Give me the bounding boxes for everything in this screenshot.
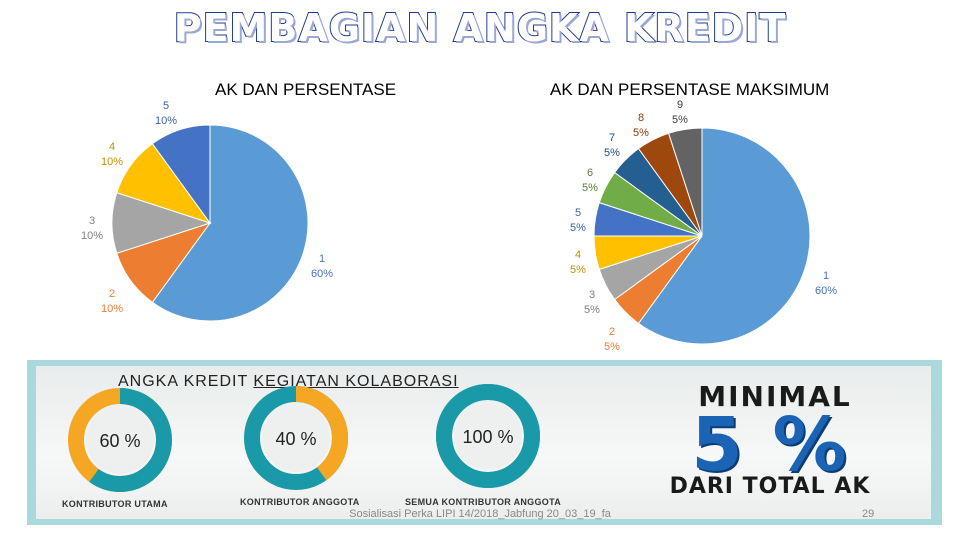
left-pie-label-category-1: 1 bbox=[319, 253, 325, 265]
left-pie-label-category-4: 4 bbox=[109, 141, 115, 153]
banner-heading-part2: KEGIATAN KOLABORASI bbox=[253, 373, 459, 390]
slide-footer: Sosialisasi Perka LIPI 14/2018_Jabfung 2… bbox=[349, 508, 611, 520]
left-pie-label-percent-1: 60% bbox=[311, 268, 333, 280]
right-pie-label-percent-6: 5% bbox=[582, 182, 598, 194]
right-pie-label-percent-5: 5% bbox=[570, 222, 586, 234]
left-pie-slice-5 bbox=[151, 124, 211, 225]
donut-caption-main: KONTRIBUTOR UTAMA bbox=[62, 499, 168, 509]
donut-center-3 bbox=[454, 402, 522, 470]
donut-caption-member: KONTRIBUTOR ANGGOTA bbox=[240, 497, 360, 507]
donut-label-3: 100 % bbox=[462, 427, 513, 447]
right-pie-label-percent-7: 5% bbox=[604, 147, 620, 159]
minimal-text: MINIMAL bbox=[698, 380, 852, 413]
page-number: 29 bbox=[862, 508, 875, 520]
right-pie-slice-9 bbox=[667, 127, 703, 237]
donut-arc-1 bbox=[68, 388, 172, 492]
donut-label-2: 40 % bbox=[275, 429, 316, 449]
donut-label-1: 60 % bbox=[99, 431, 140, 451]
donut-center-1 bbox=[86, 406, 154, 474]
right-pie-label-percent-3: 5% bbox=[584, 304, 600, 316]
right-pie-label-category-2: 2 bbox=[609, 326, 615, 338]
left-pie-label-category-3: 3 bbox=[89, 215, 95, 227]
banner-heading-part1: ANGKA KREDIT bbox=[118, 373, 254, 390]
right-pie-label-category-8: 8 bbox=[638, 112, 644, 124]
left-pie-label-percent-2: 10% bbox=[101, 303, 123, 315]
right-pie-label-percent-1: 60% bbox=[815, 285, 837, 297]
left-pie-label-percent-5: 10% bbox=[155, 115, 177, 127]
right-pie-label-category-1: 1 bbox=[823, 270, 829, 282]
right-pie-label-percent-8: 5% bbox=[633, 127, 649, 139]
donut-center-2 bbox=[262, 404, 330, 472]
right-pie-label-percent-2: 5% bbox=[604, 341, 620, 353]
donut-caption-all: SEMUA KONTRIBUTOR ANGGOTA bbox=[405, 497, 561, 507]
minimal-percent: 5 % bbox=[691, 402, 849, 488]
left-pie-label-percent-4: 10% bbox=[101, 156, 123, 168]
banner-heading: ANGKA KREDIT KEGIATAN KOLABORASI bbox=[118, 373, 459, 391]
right-pie-label-percent-4: 5% bbox=[570, 264, 586, 276]
donut-arc-3 bbox=[436, 384, 540, 488]
left-pie-label-percent-3: 10% bbox=[81, 230, 103, 242]
chart-title-left: AK DAN PERSENTASE bbox=[215, 80, 397, 99]
chart-title-right: AK DAN PERSENTASE MAKSIMUM bbox=[550, 80, 830, 99]
right-pie-label-category-3: 3 bbox=[589, 289, 595, 301]
right-pie-label-percent-9: 5% bbox=[672, 114, 688, 126]
right-pie-label-category-6: 6 bbox=[587, 167, 593, 179]
left-pie-slice-1 bbox=[151, 124, 309, 322]
donut-arc-2 bbox=[244, 386, 348, 490]
right-pie-label-category-7: 7 bbox=[609, 132, 615, 144]
left-pie-label-category-2: 2 bbox=[109, 288, 115, 300]
minimal-subtext: DARI TOTAL AK bbox=[669, 474, 871, 499]
right-pie-slice-1 bbox=[637, 127, 811, 345]
slide-title: PEMBAGIAN ANGKA KREDIT bbox=[173, 5, 787, 51]
right-pie-label-category-4: 4 bbox=[575, 249, 581, 261]
left-pie-label-category-5: 5 bbox=[163, 100, 169, 112]
right-pie-label-category-5: 5 bbox=[575, 207, 581, 219]
right-pie-label-category-9: 9 bbox=[677, 99, 683, 111]
